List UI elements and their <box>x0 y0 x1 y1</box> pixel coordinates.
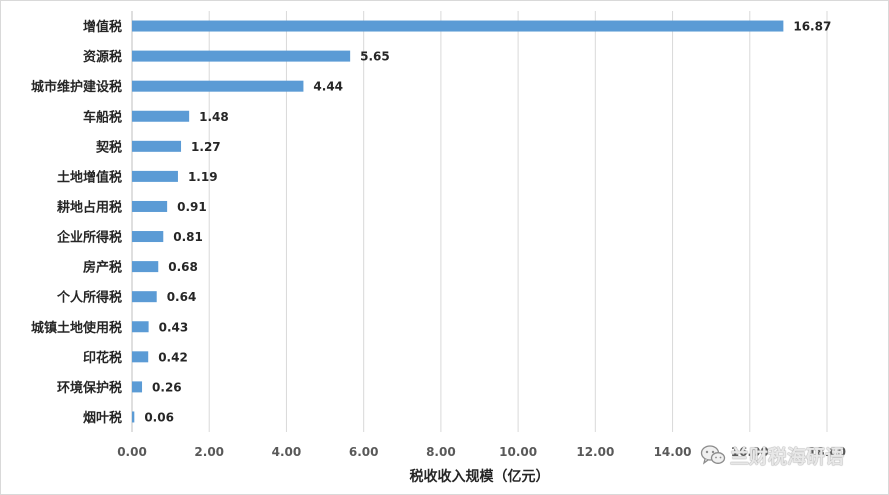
wechat-icon <box>700 445 726 465</box>
x-tick-label: 18.00 <box>808 445 846 459</box>
category-label: 土地增值税 <box>57 169 122 185</box>
category-label: 契税 <box>95 139 122 155</box>
data-label: 0.26 <box>152 380 182 394</box>
data-label: 1.48 <box>199 110 229 124</box>
data-label: 16.87 <box>793 20 831 34</box>
data-label: 0.43 <box>159 320 189 334</box>
category-label: 印花税 <box>83 350 122 366</box>
data-label: 1.27 <box>191 140 221 154</box>
category-label: 个人所得税 <box>56 290 122 306</box>
x-tick-label: 16.00 <box>731 445 769 459</box>
x-axis-title: 税收收入规模（亿元） <box>410 468 550 485</box>
bar <box>132 351 149 363</box>
bar <box>132 110 190 122</box>
category-label: 城镇土地使用税 <box>31 320 122 336</box>
data-label: 0.81 <box>173 230 203 244</box>
data-label: 0.42 <box>158 350 188 364</box>
data-label: 0.68 <box>168 260 198 274</box>
data-label: 0.64 <box>167 290 197 304</box>
watermark-text: 兰财税海研语 <box>730 445 845 468</box>
bar <box>132 291 157 303</box>
bar <box>132 80 304 92</box>
x-tick-label: 12.00 <box>576 445 614 459</box>
bar <box>132 381 143 393</box>
bar <box>132 411 135 423</box>
x-tick-label: 4.00 <box>272 445 302 459</box>
watermark: 兰财税海研语 <box>700 441 844 469</box>
category-label: 城市维护建设税 <box>31 79 122 95</box>
bar <box>132 50 351 62</box>
data-label: 1.19 <box>188 170 218 184</box>
bar <box>132 140 182 152</box>
x-tick-label: 10.00 <box>499 445 537 459</box>
bar <box>132 170 178 182</box>
bar <box>132 261 159 273</box>
data-label: 4.44 <box>313 80 343 94</box>
data-label: 0.91 <box>177 200 207 214</box>
x-tick-label: 14.00 <box>654 445 692 459</box>
bar <box>132 321 149 333</box>
x-tick-label: 0.00 <box>117 445 147 459</box>
bar <box>132 20 784 32</box>
bar <box>132 200 168 212</box>
category-label: 房产税 <box>83 260 122 276</box>
category-label: 企业所得税 <box>56 230 122 246</box>
category-label: 耕地占用税 <box>57 199 122 215</box>
x-tick-label: 6.00 <box>349 445 379 459</box>
x-tick-label: 2.00 <box>194 445 224 459</box>
data-label: 0.06 <box>144 410 174 424</box>
bar <box>132 231 164 243</box>
category-label: 烟叶税 <box>83 410 122 426</box>
category-label: 车船税 <box>83 109 122 125</box>
data-label: 5.65 <box>360 50 390 64</box>
category-label: 增值税 <box>83 19 122 35</box>
x-tick-label: 8.00 <box>426 445 456 459</box>
category-label: 环境保护税 <box>57 380 122 396</box>
category-label: 资源税 <box>83 49 122 65</box>
